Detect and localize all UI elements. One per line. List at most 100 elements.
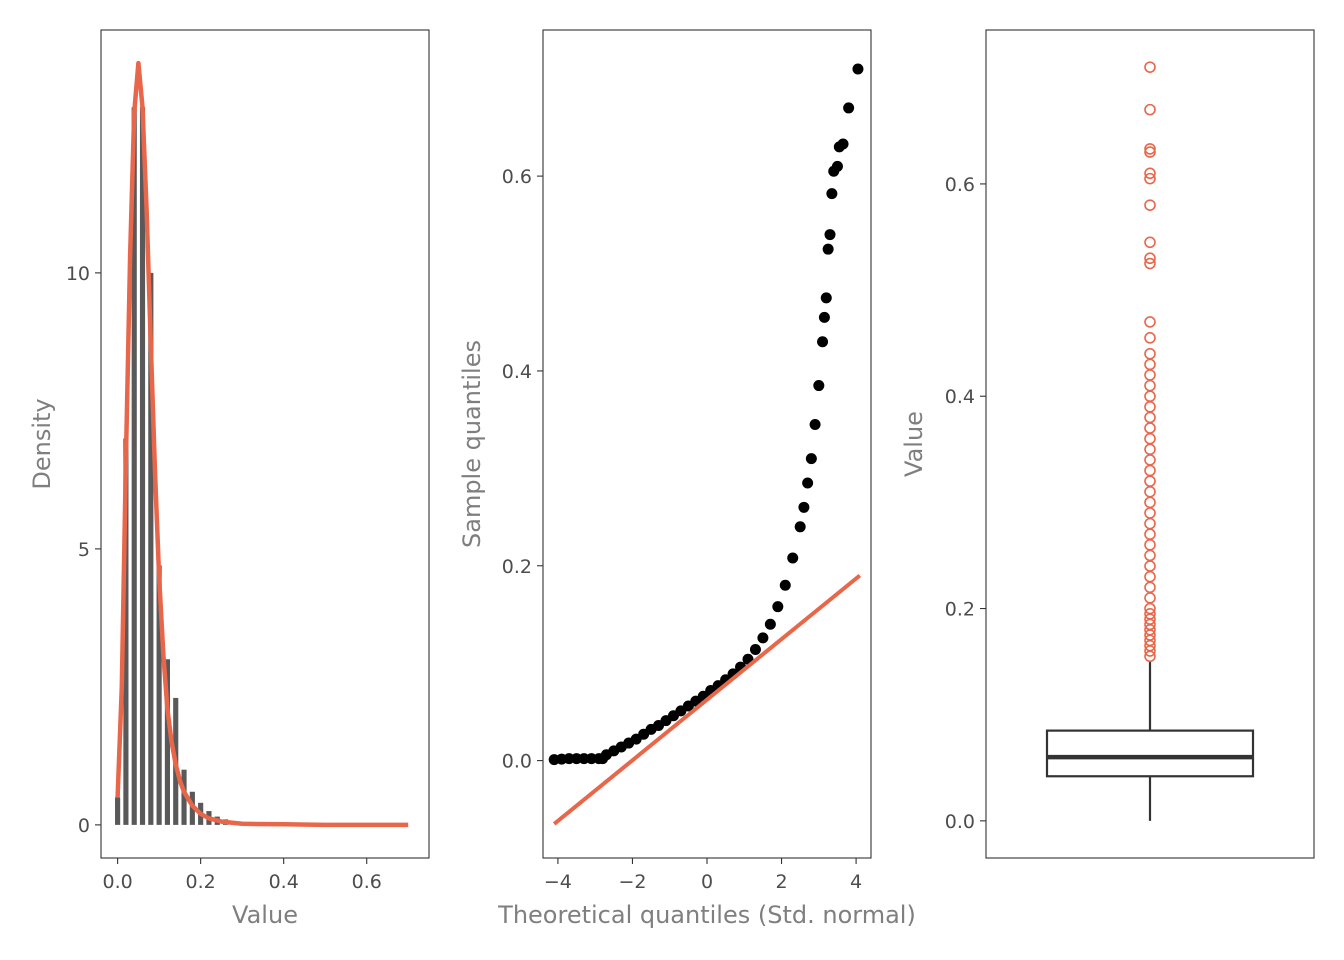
boxplot-outlier: [1144, 485, 1156, 498]
qq-point: [764, 618, 776, 630]
boxplot-outlier: [1144, 401, 1156, 413]
boxplot-outlier: [1144, 560, 1156, 572]
histogram-x-axis-title: Value: [232, 901, 298, 929]
qq-point: [798, 501, 810, 513]
boxplot-outlier: [1144, 454, 1156, 466]
qq-point: [824, 229, 836, 241]
qq-y-tick-label: 0.2: [502, 556, 532, 578]
boxplot-outlier: [1144, 549, 1156, 562]
boxplot-outlier: [1144, 236, 1156, 249]
qq-point: [822, 243, 834, 255]
qq-x-ticks: −4 −2 0 2 4: [544, 858, 862, 893]
boxplot-outlier: [1144, 570, 1156, 583]
boxplot-outlier: [1144, 347, 1156, 360]
boxplot-outlier: [1144, 443, 1156, 456]
qq-point: [843, 102, 855, 114]
boxplot-outlier: [1144, 358, 1156, 371]
histogram-y-tick-label: 0: [78, 815, 90, 837]
boxplot-outlier: [1144, 507, 1156, 519]
boxplot-box: [1045, 661, 1255, 821]
histogram-bar: [115, 797, 121, 825]
qq-point: [818, 311, 830, 323]
boxplot-outlier: [1144, 146, 1156, 158]
qq-x-tick-label: −4: [544, 871, 572, 893]
qq-plot-panel: −4 −2 0 2 4 0.0 0.2 0.4 0.6 Theoretical quantil…: [458, 29, 916, 929]
histogram-bar: [181, 769, 187, 825]
qq-x-tick-label: 4: [850, 871, 862, 893]
qq-point: [787, 552, 799, 564]
qq-point: [813, 380, 825, 392]
qq-point: [852, 63, 864, 75]
boxplot-outlier: [1144, 592, 1156, 604]
histogram-bar: [123, 438, 129, 825]
boxplot-outlier: [1144, 608, 1156, 620]
qq-point: [820, 292, 832, 304]
qq-point: [837, 138, 849, 150]
histogram-bar: [164, 659, 171, 825]
qq-y-ticks: 0.0 0.2 0.4 0.6: [502, 166, 543, 773]
boxplot-outlier: [1144, 167, 1156, 180]
boxplot-y-axis-title: Value: [900, 411, 928, 477]
boxplot-outlier: [1144, 369, 1156, 381]
qq-y-tick-label: 0.0: [502, 751, 532, 773]
boxplot-outlier: [1144, 539, 1156, 551]
qq-point: [779, 579, 791, 591]
histogram-bar: [148, 272, 154, 825]
qq-point: [772, 601, 784, 613]
qq-points: [548, 63, 864, 766]
qq-point: [831, 160, 843, 172]
boxplot-y-tick-label: 0.6: [945, 174, 975, 196]
boxplot-panel: 0.0 0.2 0.4 0.6 Value: [900, 29, 1315, 859]
qq-point: [794, 521, 806, 533]
boxplot-y-ticks: 0.0 0.2 0.4 0.6: [945, 174, 986, 833]
histogram-panel: 0.0 0.2 0.4 0.6 0 5 10 Value Density: [28, 29, 430, 929]
boxplot-outlier: [1144, 411, 1156, 424]
qq-y-axis-title: Sample quantiles: [458, 340, 486, 548]
boxplot-outlier: [1144, 528, 1156, 541]
qq-point: [817, 336, 829, 348]
boxplot-outlier: [1144, 379, 1156, 392]
qq-point: [802, 477, 814, 489]
histogram-bar: [156, 565, 162, 825]
histogram-frame: [100, 29, 430, 859]
histogram-y-tick-label: 5: [78, 539, 90, 561]
boxplot-iqr-box: [1045, 729, 1255, 778]
qq-y-tick-label: 0.6: [502, 166, 532, 188]
qq-x-tick-label: 0: [701, 871, 713, 893]
histogram-y-tick-label: 10: [66, 263, 90, 285]
boxplot-outlier: [1144, 332, 1156, 344]
density-curve: [115, 60, 409, 828]
boxplot-outliers: [1144, 61, 1156, 663]
boxplot-outlier: [1144, 172, 1156, 185]
qq-y-tick-label: 0.4: [502, 361, 532, 383]
boxplot-outlier: [1144, 432, 1156, 445]
qq-point: [809, 419, 821, 431]
qq-point: [805, 453, 817, 465]
boxplot-outlier: [1144, 252, 1156, 265]
boxplot-outlier: [1144, 464, 1156, 477]
histogram-bars: [115, 107, 245, 825]
qq-point: [757, 632, 769, 644]
boxplot-outlier: [1144, 199, 1156, 211]
boxplot-outlier: [1144, 422, 1156, 434]
qq-plot-frame: [542, 29, 872, 859]
qq-x-tick-label: −2: [618, 871, 646, 893]
boxplot-outlier: [1144, 143, 1156, 155]
boxplot-y-tick-label: 0.4: [945, 386, 975, 408]
boxplot-y-tick-label: 0.2: [945, 599, 975, 621]
boxplot-outlier: [1144, 517, 1156, 530]
boxplot-outlier: [1144, 103, 1156, 116]
boxplot-outlier: [1144, 475, 1156, 487]
qq-point: [749, 644, 761, 656]
boxplot-outlier: [1144, 316, 1156, 328]
histogram-x-ticks: 0.0 0.2 0.4 0.6: [102, 858, 382, 893]
histogram-y-axis-title: Density: [28, 398, 56, 489]
boxplot-outlier: [1144, 581, 1156, 594]
qq-x-tick-label: 2: [775, 871, 787, 893]
qq-x-axis-title: Theoretical quantiles (Std. normal): [497, 901, 916, 929]
histogram-x-tick-label: 0.2: [186, 871, 216, 893]
boxplot-outlier: [1144, 257, 1156, 270]
histogram-y-ticks: 0 5 10: [66, 263, 101, 837]
boxplot-outlier: [1144, 390, 1156, 403]
